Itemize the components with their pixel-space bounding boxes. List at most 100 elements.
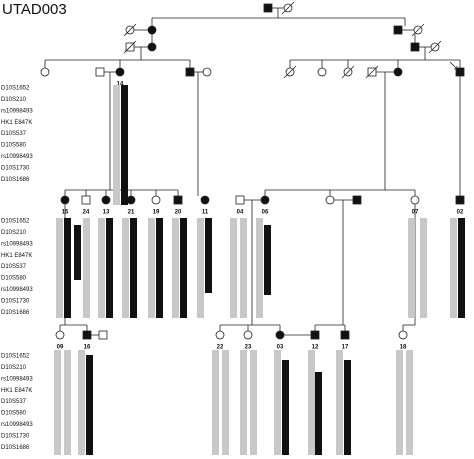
haplotype-bar	[54, 350, 61, 455]
female-symbol	[398, 330, 408, 340]
haplotype-bar	[450, 218, 457, 318]
male-symbol	[95, 67, 105, 77]
haplotype-bar	[406, 350, 413, 455]
individual-id: 17	[342, 345, 349, 351]
individual-id: 06	[262, 210, 269, 216]
marker-label: D10S537	[1, 399, 27, 405]
male-symbol	[455, 195, 465, 205]
male-symbol	[393, 25, 403, 35]
male-symbol	[310, 330, 320, 340]
deceased-slash	[281, 1, 295, 15]
individual-id: 12	[312, 345, 319, 351]
haplotype-bar	[64, 350, 71, 455]
marker-label: rs10998493	[1, 376, 33, 382]
deceased-slash	[123, 23, 137, 37]
female-symbol	[200, 195, 210, 205]
haplotype-bar	[130, 218, 137, 318]
male-symbol	[173, 195, 183, 205]
marker-label: D10S580	[1, 143, 27, 149]
haplotype-bar	[106, 218, 113, 318]
haplotype-bar	[121, 85, 128, 205]
female-symbol	[243, 330, 253, 340]
marker-label: D10S537	[1, 264, 27, 270]
haplotype-bar	[74, 225, 81, 280]
individual-id: 13	[103, 210, 110, 216]
female-symbol	[325, 195, 335, 205]
individual-id: 09	[57, 345, 64, 351]
haplotype-bar	[56, 218, 63, 318]
deceased-slash	[428, 40, 442, 54]
marker-label: D10S210	[1, 230, 27, 236]
female-symbol	[40, 67, 50, 77]
female-symbol	[101, 195, 111, 205]
haplotype-bar	[98, 218, 105, 318]
haplotype-bar	[274, 350, 281, 455]
individual-id: 24	[83, 210, 90, 216]
haplotype-bar	[396, 350, 403, 455]
individual-id: 23	[245, 345, 252, 351]
individual-id: 16	[84, 345, 91, 351]
individual-id: 02	[457, 210, 464, 216]
marker-label: rs10998493	[1, 422, 33, 428]
marker-label: D10S1730	[1, 165, 30, 171]
title: UTAD003	[2, 1, 67, 18]
male-symbol	[352, 195, 362, 205]
individual-id: 14	[117, 82, 124, 88]
haplotype-bar	[86, 355, 93, 455]
female-symbol	[147, 42, 157, 52]
marker-label: rs10998493	[1, 154, 33, 160]
haplotype-bar	[222, 350, 229, 455]
female-symbol	[147, 25, 157, 35]
female-symbol	[126, 195, 136, 205]
marker-label: HK1 E847K	[1, 253, 32, 259]
haplotype-bar	[113, 85, 120, 205]
female-symbol	[202, 67, 212, 77]
marker-label: D10S1686	[1, 445, 30, 451]
haplotype-bar	[240, 350, 247, 455]
haplotype-bar	[64, 218, 71, 318]
female-symbol	[393, 67, 403, 77]
marker-label: D10S1652	[1, 354, 30, 360]
female-symbol	[151, 195, 161, 205]
haplotype-bar	[315, 372, 322, 455]
female-symbol	[260, 195, 270, 205]
individual-id: 11	[202, 210, 209, 216]
marker-label: D10S210	[1, 97, 27, 103]
female-symbol	[275, 330, 285, 340]
haplotype-bar	[148, 218, 155, 318]
male-symbol	[235, 195, 245, 205]
haplotype-bar	[408, 218, 415, 318]
haplotype-bar	[308, 350, 315, 455]
marker-label: HK1 E847K	[1, 120, 32, 126]
individual-id: 03	[277, 345, 284, 351]
male-symbol	[340, 330, 350, 340]
male-symbol	[410, 42, 420, 52]
haplotype-bar	[122, 218, 129, 318]
female-symbol	[115, 67, 125, 77]
male-symbol	[263, 3, 273, 13]
deceased-slash	[283, 65, 297, 79]
marker-label: D10S537	[1, 131, 27, 137]
male-symbol	[455, 67, 465, 77]
haplotype-bar	[230, 218, 237, 318]
marker-label: D10S580	[1, 276, 27, 282]
haplotype-bar	[197, 218, 204, 318]
individual-id: 18	[400, 345, 407, 351]
marker-label: D10S1730	[1, 433, 30, 439]
haplotype-bar	[205, 218, 212, 293]
haplotype-bar	[256, 218, 263, 318]
female-symbol	[215, 330, 225, 340]
haplotype-bar	[156, 218, 163, 318]
haplotype-bar	[420, 218, 427, 318]
proband-arrow	[449, 61, 458, 70]
marker-label: D10S1652	[1, 86, 30, 92]
marker-label: rs10998493	[1, 108, 33, 114]
haplotype-bar	[264, 225, 271, 295]
individual-id: 20	[175, 210, 182, 216]
male-symbol	[81, 195, 91, 205]
haplotype-bar	[83, 218, 90, 318]
marker-label: D10S1730	[1, 298, 30, 304]
female-symbol	[60, 195, 70, 205]
marker-label: rs10998493	[1, 241, 33, 247]
